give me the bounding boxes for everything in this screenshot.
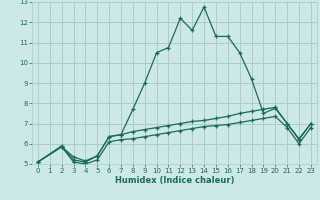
X-axis label: Humidex (Indice chaleur): Humidex (Indice chaleur)	[115, 176, 234, 185]
